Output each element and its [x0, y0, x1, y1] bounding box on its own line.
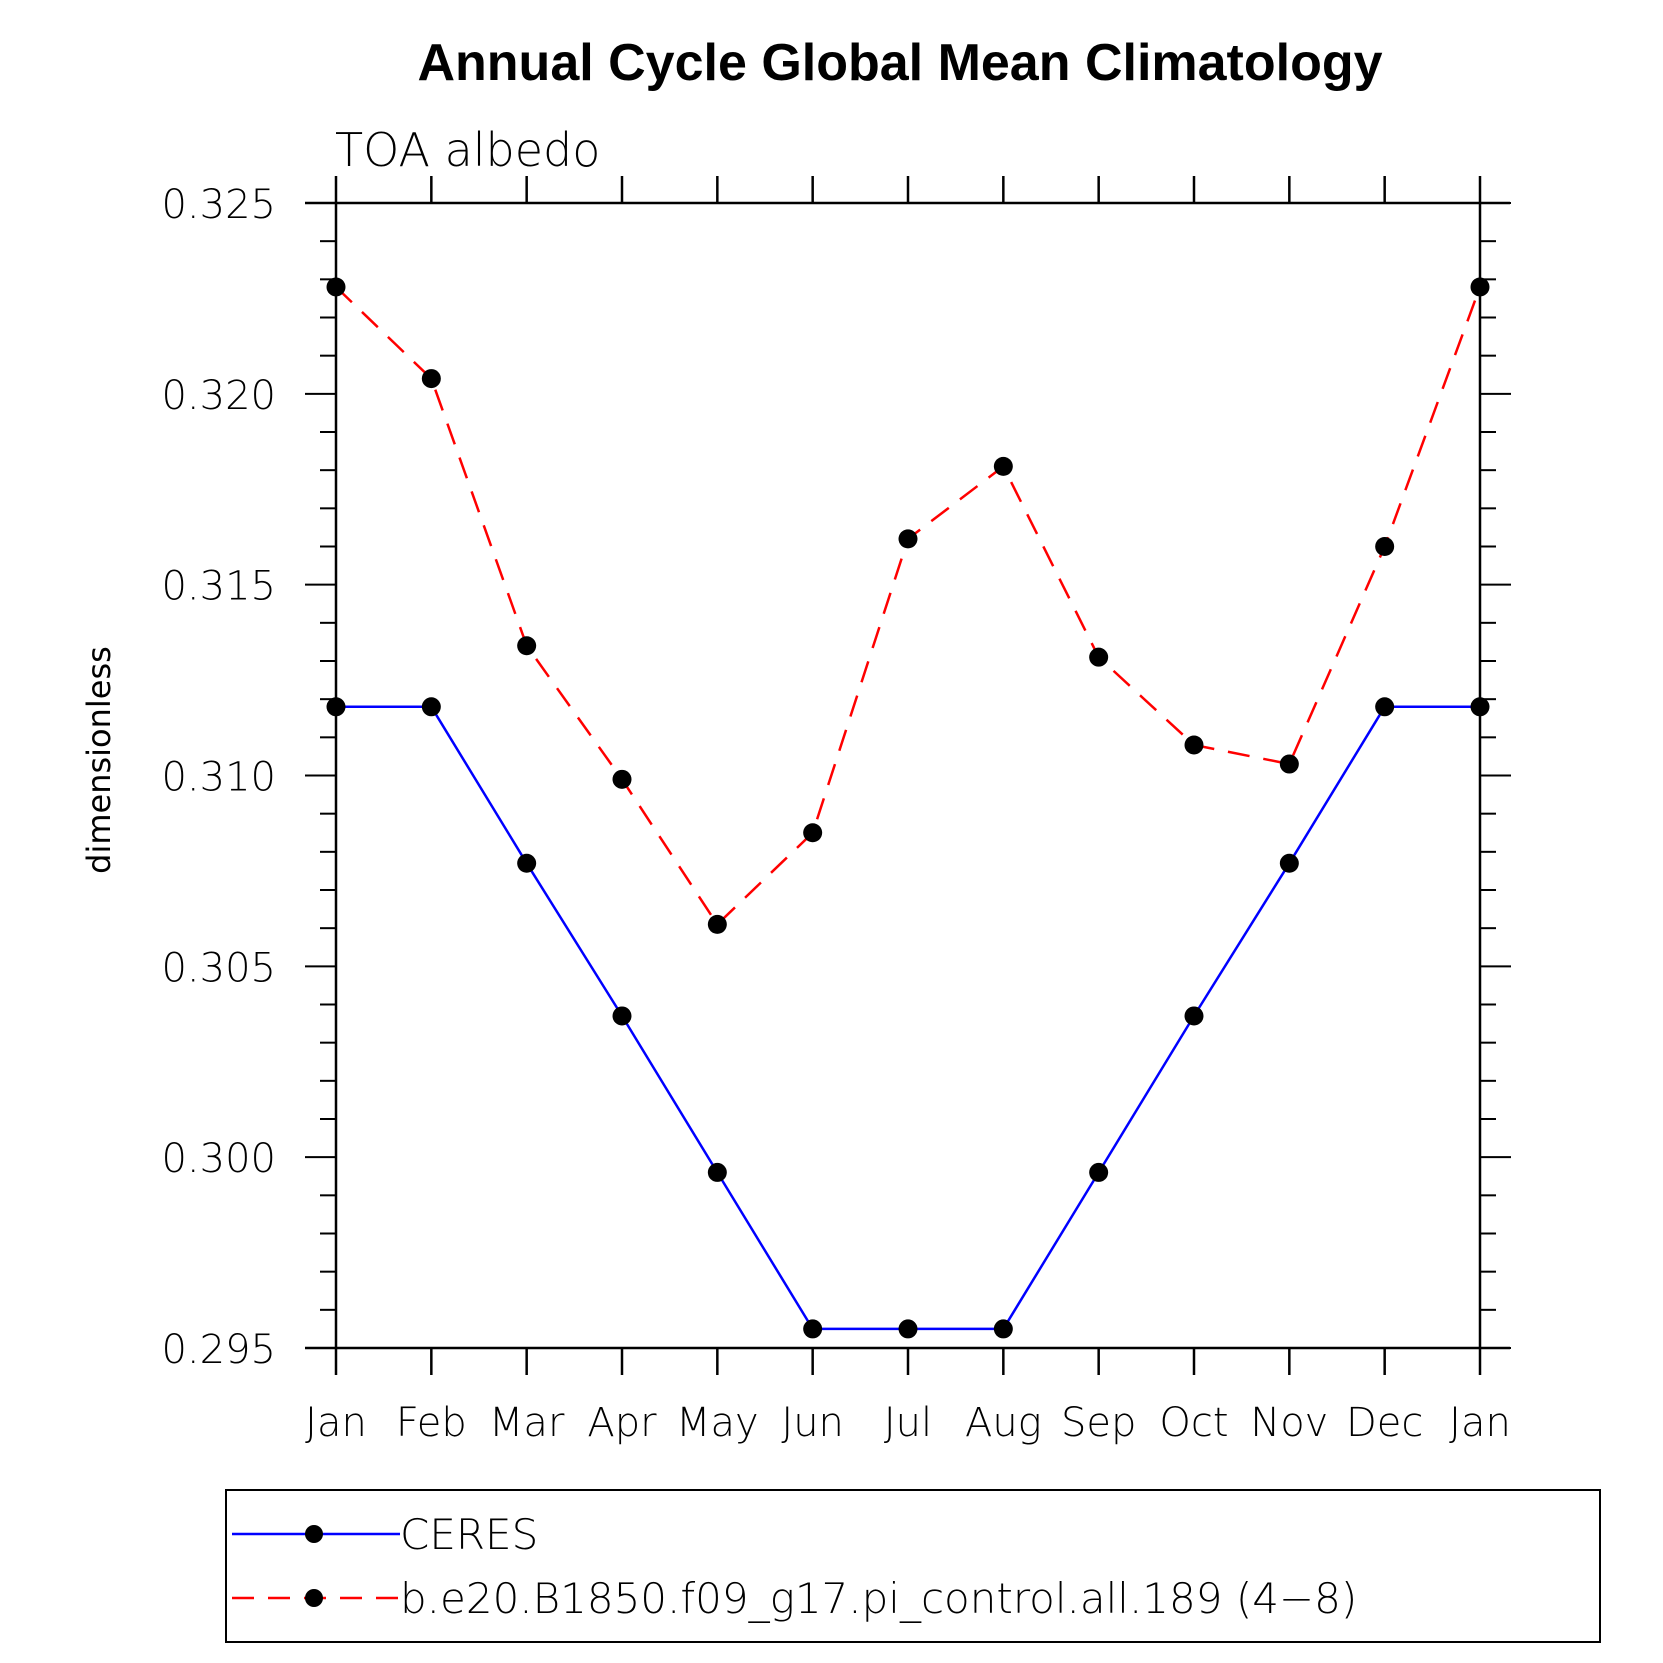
legend: CERES b.e20.B1850.f09_g17.pi_control.all…: [225, 1489, 1601, 1643]
data-point: [326, 697, 346, 717]
legend-marker-model: [305, 1589, 323, 1607]
data-point: [803, 823, 823, 843]
data-point: [326, 277, 346, 297]
data-point: [1089, 1162, 1109, 1182]
y-tick-label: 0.310: [161, 755, 276, 801]
legend-label-model: b.e20.B1850.f09_g17.pi_control.all.189 (…: [400, 1574, 1357, 1623]
data-point: [1184, 1006, 1204, 1026]
data-point: [993, 1319, 1013, 1339]
y-axis-label: dimensionless: [80, 646, 118, 874]
data-point: [707, 914, 727, 934]
y-tick-label: 0.320: [161, 373, 276, 419]
data-point: [517, 636, 537, 656]
x-tick-label: Feb: [396, 1400, 467, 1446]
data-point: [898, 529, 918, 549]
y-tick-label: 0.325: [161, 182, 276, 228]
data-point: [1470, 697, 1490, 717]
data-point: [1375, 537, 1395, 556]
x-tick-label: Jul: [884, 1400, 932, 1446]
data-point: [612, 769, 632, 789]
y-tick-label: 0.315: [161, 564, 276, 610]
plot-axes: [305, 176, 1511, 1375]
chart-subtitle: TOA albedo: [335, 123, 600, 177]
x-tick-label: Jan: [1449, 1400, 1511, 1446]
x-tick-label: Jan: [305, 1400, 367, 1446]
data-point: [1279, 853, 1299, 873]
series-line-0: [336, 705, 1480, 1331]
series-lines: [335, 286, 1482, 1331]
data-point: [1470, 277, 1490, 297]
data-point: [421, 369, 441, 389]
data-point: [993, 456, 1013, 476]
series-line-1: [335, 286, 1482, 927]
data-point: [1279, 754, 1299, 774]
x-tick-labels: Jan Feb Mar Apr May Jun Jul Aug Sep Oct Nov Dec Jan: [305, 1400, 1511, 1446]
data-point: [1184, 735, 1204, 755]
x-tick-label: Aug: [965, 1400, 1042, 1446]
series-markers: [326, 277, 1490, 1339]
y-tick-label: 0.305: [161, 945, 276, 991]
data-point: [1375, 697, 1395, 717]
data-point: [1089, 647, 1109, 667]
data-point: [898, 1319, 918, 1339]
data-point: [803, 1319, 823, 1339]
legend-label-ceres: CERES: [400, 1510, 538, 1559]
legend-box: [225, 1489, 1601, 1643]
x-tick-label: Dec: [1346, 1400, 1423, 1446]
x-tick-label: Sep: [1061, 1400, 1136, 1446]
x-tick-label: Apr: [587, 1400, 657, 1446]
x-tick-label: Nov: [1250, 1400, 1328, 1446]
y-tick-label: 0.300: [161, 1136, 276, 1182]
data-point: [707, 1162, 727, 1182]
legend-marker-ceres: [305, 1525, 323, 1543]
x-tick-label: May: [676, 1400, 759, 1446]
y-tick-label: 0.295: [161, 1327, 276, 1373]
x-tick-label: Mar: [489, 1400, 565, 1446]
x-tick-label: Oct: [1159, 1400, 1228, 1446]
x-tick-label: Jun: [781, 1400, 844, 1446]
y-tick-labels: 0.325 0.320 0.315 0.310 0.305 0.300 0.295: [161, 182, 276, 1373]
chart-title: Annual Cycle Global Mean Climatology: [417, 34, 1382, 92]
data-point: [612, 1006, 632, 1026]
data-point: [421, 697, 441, 717]
data-point: [517, 853, 537, 873]
